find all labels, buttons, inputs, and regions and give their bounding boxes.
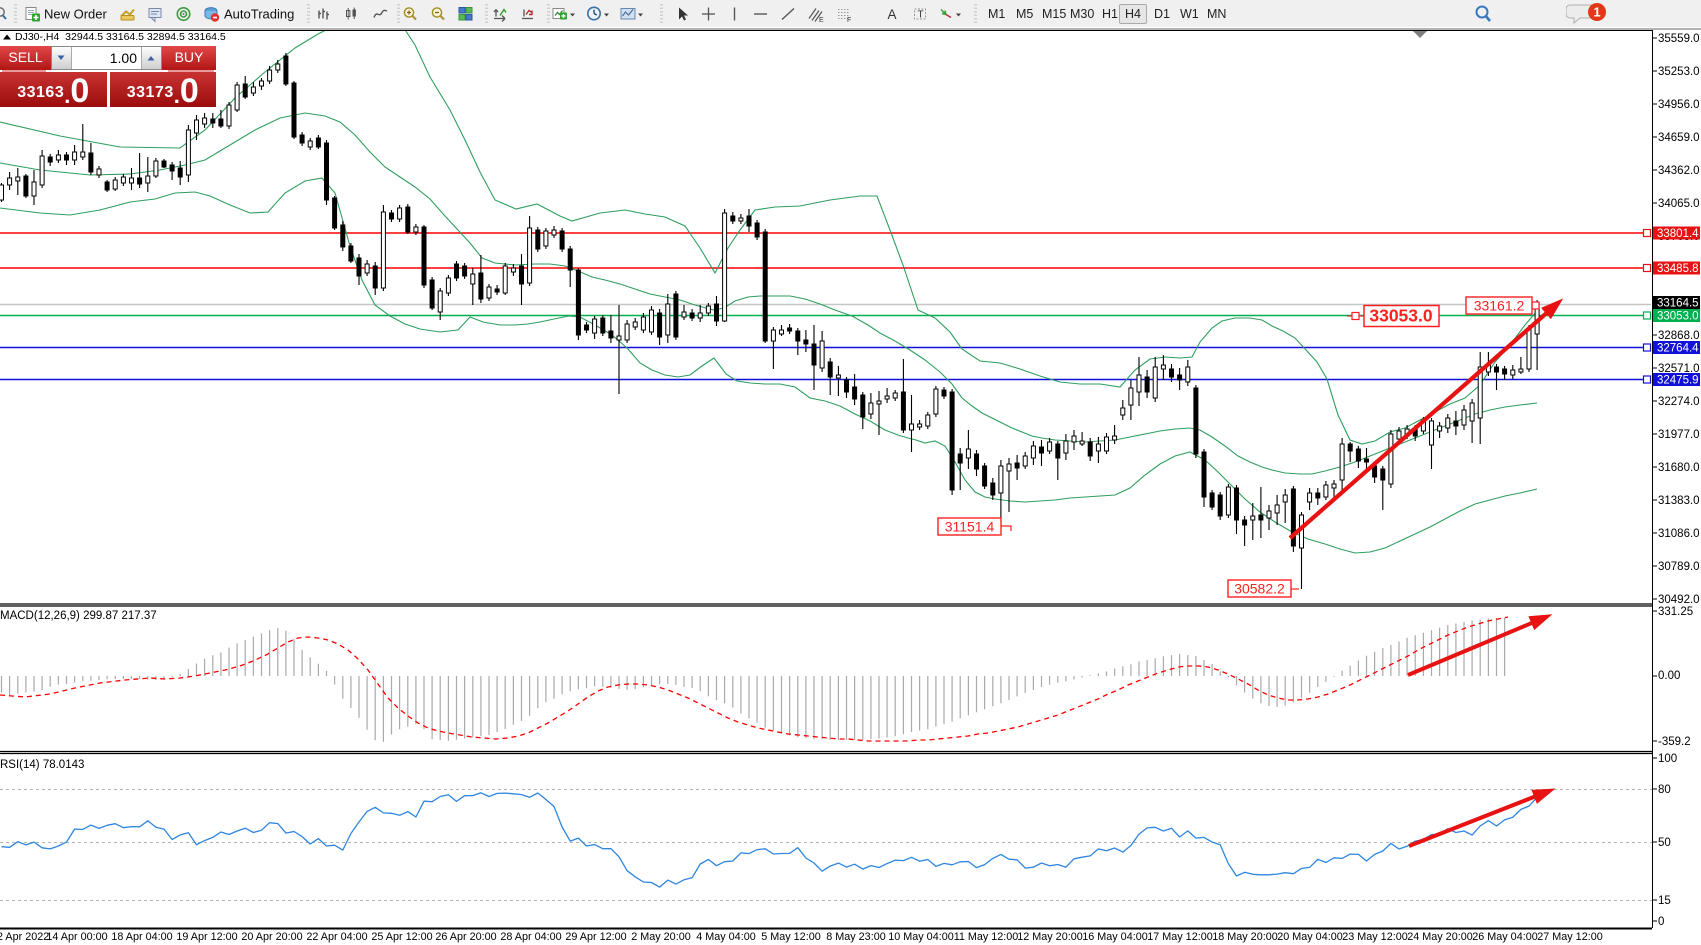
svg-text:22 Apr 04:00: 22 Apr 04:00 — [306, 931, 367, 943]
svg-text:331.25: 331.25 — [1658, 606, 1693, 618]
svg-text:34065.0: 34065.0 — [1658, 198, 1700, 210]
svg-text:12 May 20:00: 12 May 20:00 — [1017, 931, 1082, 943]
svg-text:26 May 04:00: 26 May 04:00 — [1472, 931, 1537, 943]
svg-text:50: 50 — [1658, 837, 1671, 849]
svg-text:5 May 12:00: 5 May 12:00 — [761, 931, 820, 943]
svg-text:15: 15 — [1658, 895, 1671, 907]
svg-text:32868.0: 32868.0 — [1658, 330, 1700, 342]
svg-text:33053.0: 33053.0 — [1369, 306, 1433, 326]
svg-text:11 May 12:00: 11 May 12:00 — [954, 931, 1019, 943]
svg-text:20 May 04:00: 20 May 04:00 — [1277, 931, 1342, 943]
svg-text:14 Apr 00:00: 14 Apr 00:00 — [46, 931, 107, 943]
svg-text:30492.0: 30492.0 — [1658, 594, 1700, 606]
svg-text:17 May 12:00: 17 May 12:00 — [1147, 931, 1212, 943]
svg-text:-359.2: -359.2 — [1658, 736, 1691, 748]
svg-text:8 May 23:00: 8 May 23:00 — [826, 931, 885, 943]
svg-text:MACD(12,26,9) 299.87 217.37: MACD(12,26,9) 299.87 217.37 — [0, 610, 157, 622]
svg-text:26 Apr 20:00: 26 Apr 20:00 — [435, 931, 496, 943]
svg-text:20 Apr 20:00: 20 Apr 20:00 — [241, 931, 302, 943]
svg-text:16 May 04:00: 16 May 04:00 — [1082, 931, 1147, 943]
svg-text:33485.8: 33485.8 — [1657, 263, 1699, 275]
svg-text:24 May 20:00: 24 May 20:00 — [1407, 931, 1472, 943]
svg-text:32571.0: 32571.0 — [1658, 363, 1700, 375]
svg-text:35253.0: 35253.0 — [1658, 66, 1700, 78]
svg-text:30789.0: 30789.0 — [1658, 561, 1700, 573]
svg-text:0.00: 0.00 — [1658, 670, 1680, 682]
svg-text:29 Apr 12:00: 29 Apr 12:00 — [565, 931, 626, 943]
svg-text:2 Apr 2022: 2 Apr 2022 — [0, 931, 49, 943]
svg-text:35559.0: 35559.0 — [1658, 33, 1700, 45]
svg-text:100: 100 — [1658, 753, 1677, 765]
svg-text:33161.2: 33161.2 — [1474, 298, 1525, 314]
svg-text:27 May 12:00: 27 May 12:00 — [1537, 931, 1602, 943]
svg-text:33053.0: 33053.0 — [1657, 311, 1699, 323]
svg-text:34362.0: 34362.0 — [1658, 165, 1700, 177]
svg-text:1: 1 — [1593, 4, 1600, 19]
svg-text:4 May 04:00: 4 May 04:00 — [696, 931, 755, 943]
svg-text:32475.9: 32475.9 — [1657, 375, 1699, 387]
svg-text:RSI(14) 78.0143: RSI(14) 78.0143 — [0, 759, 84, 771]
svg-text:18 May 20:00: 18 May 20:00 — [1212, 931, 1277, 943]
svg-text:25 Apr 12:00: 25 Apr 12:00 — [371, 931, 432, 943]
svg-text:19 Apr 12:00: 19 Apr 12:00 — [176, 931, 237, 943]
svg-text:31977.0: 31977.0 — [1658, 429, 1700, 441]
svg-text:33801.4: 33801.4 — [1657, 228, 1699, 240]
svg-text:A: A — [888, 7, 897, 22]
svg-text:34956.0: 34956.0 — [1658, 99, 1700, 111]
svg-text:33164.5: 33164.5 — [1657, 298, 1699, 310]
svg-text:10 May 04:00: 10 May 04:00 — [888, 931, 953, 943]
svg-text:32274.0: 32274.0 — [1658, 396, 1700, 408]
svg-text:28 Apr 04:00: 28 Apr 04:00 — [500, 931, 561, 943]
svg-text:18 Apr 04:00: 18 Apr 04:00 — [111, 931, 172, 943]
svg-text:31383.0: 31383.0 — [1658, 495, 1700, 507]
svg-text:T: T — [918, 9, 924, 20]
svg-text:2 May 20:00: 2 May 20:00 — [631, 931, 690, 943]
svg-text:30582.2: 30582.2 — [1234, 581, 1285, 597]
svg-text:80: 80 — [1658, 784, 1671, 796]
svg-text:31680.0: 31680.0 — [1658, 462, 1700, 474]
svg-text:0: 0 — [1658, 916, 1664, 928]
svg-text:32764.4: 32764.4 — [1657, 343, 1699, 355]
svg-text:31086.0: 31086.0 — [1658, 528, 1700, 540]
svg-text:E: E — [819, 17, 824, 23]
svg-text:31151.4: 31151.4 — [945, 519, 995, 535]
svg-text:23 May 12:00: 23 May 12:00 — [1342, 931, 1407, 943]
svg-text:34659.0: 34659.0 — [1658, 132, 1700, 144]
svg-text:F: F — [847, 17, 851, 23]
svg-text:DJ30-,H4 32944.5 33164.5 3289: DJ30-,H4 32944.5 33164.5 32894.5 33164.5 — [15, 31, 226, 43]
